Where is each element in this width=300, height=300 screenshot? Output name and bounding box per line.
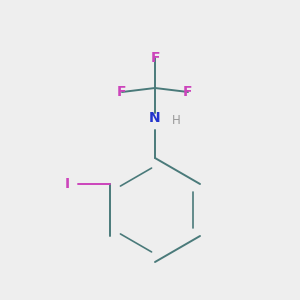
- Text: F: F: [183, 85, 193, 99]
- Text: F: F: [117, 85, 127, 99]
- Text: N: N: [149, 111, 161, 125]
- Text: F: F: [150, 51, 160, 65]
- Text: H: H: [172, 115, 180, 128]
- Text: I: I: [64, 177, 70, 191]
